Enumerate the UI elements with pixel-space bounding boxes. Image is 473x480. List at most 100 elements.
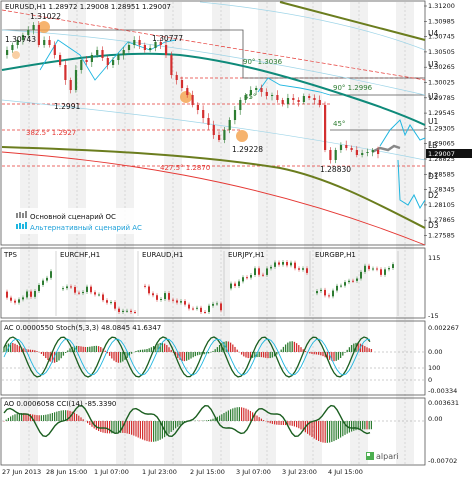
candle-body (233, 110, 237, 120)
price-tick-label: 1.29785 (428, 94, 455, 102)
candle-body (371, 150, 374, 152)
price-label-4: 1.29228 (232, 145, 263, 154)
level-u3: U3 (428, 60, 438, 69)
price-tick-label: 1.31200 (428, 2, 455, 10)
tps-header: TPS (3, 251, 17, 259)
session-stripe (350, 2, 368, 464)
candle-body (313, 98, 316, 100)
time-axis[interactable]: 27 Jun 2013 28 Jun 15:00 1 Jul 07:00 1 J… (2, 468, 363, 476)
candle-body (292, 98, 295, 100)
level-lb: LB (428, 141, 437, 150)
tps-symbol-4: EURGBP,H1 (315, 251, 356, 259)
candle-body (265, 92, 268, 96)
level-d3: D3 (428, 221, 439, 230)
legend-alt-label: Альтернативный сценарий АС (30, 224, 142, 232)
ma-olive-top (279, 1, 426, 41)
current-price-tag (426, 149, 472, 158)
time-label-1: 28 Jun 15:00 (46, 468, 87, 476)
cyan-scenario (379, 119, 426, 147)
price-tick-label: 1.28345 (428, 186, 455, 194)
candle-body (239, 100, 242, 110)
candle-body (27, 30, 30, 35)
price-label-5: 1.28830 (320, 165, 351, 174)
candle-body (59, 55, 62, 65)
trend-line-red (1, 9, 426, 81)
candle-body (281, 100, 284, 104)
grey-scenario (371, 144, 401, 154)
price-tick-label: 1.28825 (428, 155, 455, 163)
tps-axis-top: 115 (428, 254, 440, 262)
candle-body (345, 145, 348, 148)
price-tick-label: 1.28585 (428, 170, 455, 178)
candle-body (207, 118, 210, 125)
price-label-3: 1.2991 (54, 102, 80, 111)
candle-body (96, 50, 99, 55)
time-label-2: 1 Jul 07:00 (94, 468, 129, 476)
candle-body (21, 35, 25, 40)
candle-body (122, 50, 125, 55)
candle-body (16, 40, 19, 45)
tps-symbol-1: EURCHF,H1 (60, 251, 100, 259)
candle-body (117, 55, 120, 60)
gann-427: 427.5° 1.2870 (160, 164, 210, 172)
main-candles (6, 21, 380, 164)
legend-main-label: Основной сценарий ОС (30, 213, 116, 221)
price-tick-label: 1.30265 (428, 63, 455, 71)
gann-45-2: 45° (333, 120, 345, 128)
main-panel[interactable] (0, 0, 426, 246)
candle-body (143, 45, 146, 50)
price-tick-label: 1.29545 (428, 109, 455, 117)
candle-body (271, 95, 274, 96)
candle-body (133, 40, 136, 45)
candle-body (43, 40, 46, 45)
candle-body (6, 50, 9, 55)
stoch-axis-bottom: 0 (428, 376, 432, 384)
candle-body (355, 150, 358, 155)
candle-body (350, 148, 353, 150)
candle-body (32, 25, 35, 30)
current-price: 1.29007 (428, 150, 455, 158)
candle-body (90, 55, 93, 62)
candle-body (228, 120, 231, 130)
time-label-0: 27 Jun 2013 (2, 468, 41, 476)
price-tick-label: 1.29065 (428, 140, 455, 148)
candle-body (255, 88, 258, 90)
ao-cci-content (2, 404, 424, 443)
stoch-main-line (3, 336, 371, 378)
time-label-7: 4 Jul 15:00 (328, 468, 363, 476)
candle-body (11, 45, 14, 50)
cci-line (3, 404, 371, 438)
main-header: EURUSD,H1 1.28972 1.29008 1.28951 1.2900… (5, 3, 171, 11)
candle-body (112, 60, 115, 65)
candle-body (366, 152, 369, 153)
envelope-red (1, 151, 426, 246)
candle-body (223, 130, 226, 140)
ao-cci-panel[interactable] (0, 397, 426, 466)
candle-body (334, 150, 337, 160)
candle-body (37, 25, 40, 45)
session-stripe (258, 2, 276, 464)
stoch-signal-line (3, 338, 371, 376)
price-axis[interactable]: 1.31200 1.30985 1.30745 1.30505 1.30265 1.300… (424, 2, 455, 240)
pivot-marker (12, 51, 20, 59)
price-label-high: 1.31022 (30, 12, 61, 21)
candle-body (244, 95, 247, 100)
gann-382: 382.5° 1.2927 (26, 129, 76, 137)
cyan-path (257, 77, 331, 96)
candle-body (80, 60, 83, 70)
price-tick-label: 1.30025 (428, 79, 455, 87)
price-tick-label: 1.30985 (428, 17, 455, 25)
ma-olive-bottom (1, 146, 426, 229)
ac-stoch-header: AC 0.0000550 Stoch(5,3,3) 48.0845 41.634… (4, 324, 161, 332)
price-tick-label: 1.27585 (428, 232, 455, 240)
pivot-marker (180, 91, 192, 103)
candle-body (276, 95, 279, 100)
candle-body (260, 88, 263, 92)
candle-body (212, 125, 215, 135)
time-label-5: 3 Jul 07:00 (236, 468, 271, 476)
tps-panel[interactable] (0, 247, 426, 319)
level-u2: U2 (428, 92, 438, 101)
tps-symbol-2: EURAUD,H1 (142, 251, 183, 259)
ac-stoch-panel[interactable] (0, 320, 426, 396)
